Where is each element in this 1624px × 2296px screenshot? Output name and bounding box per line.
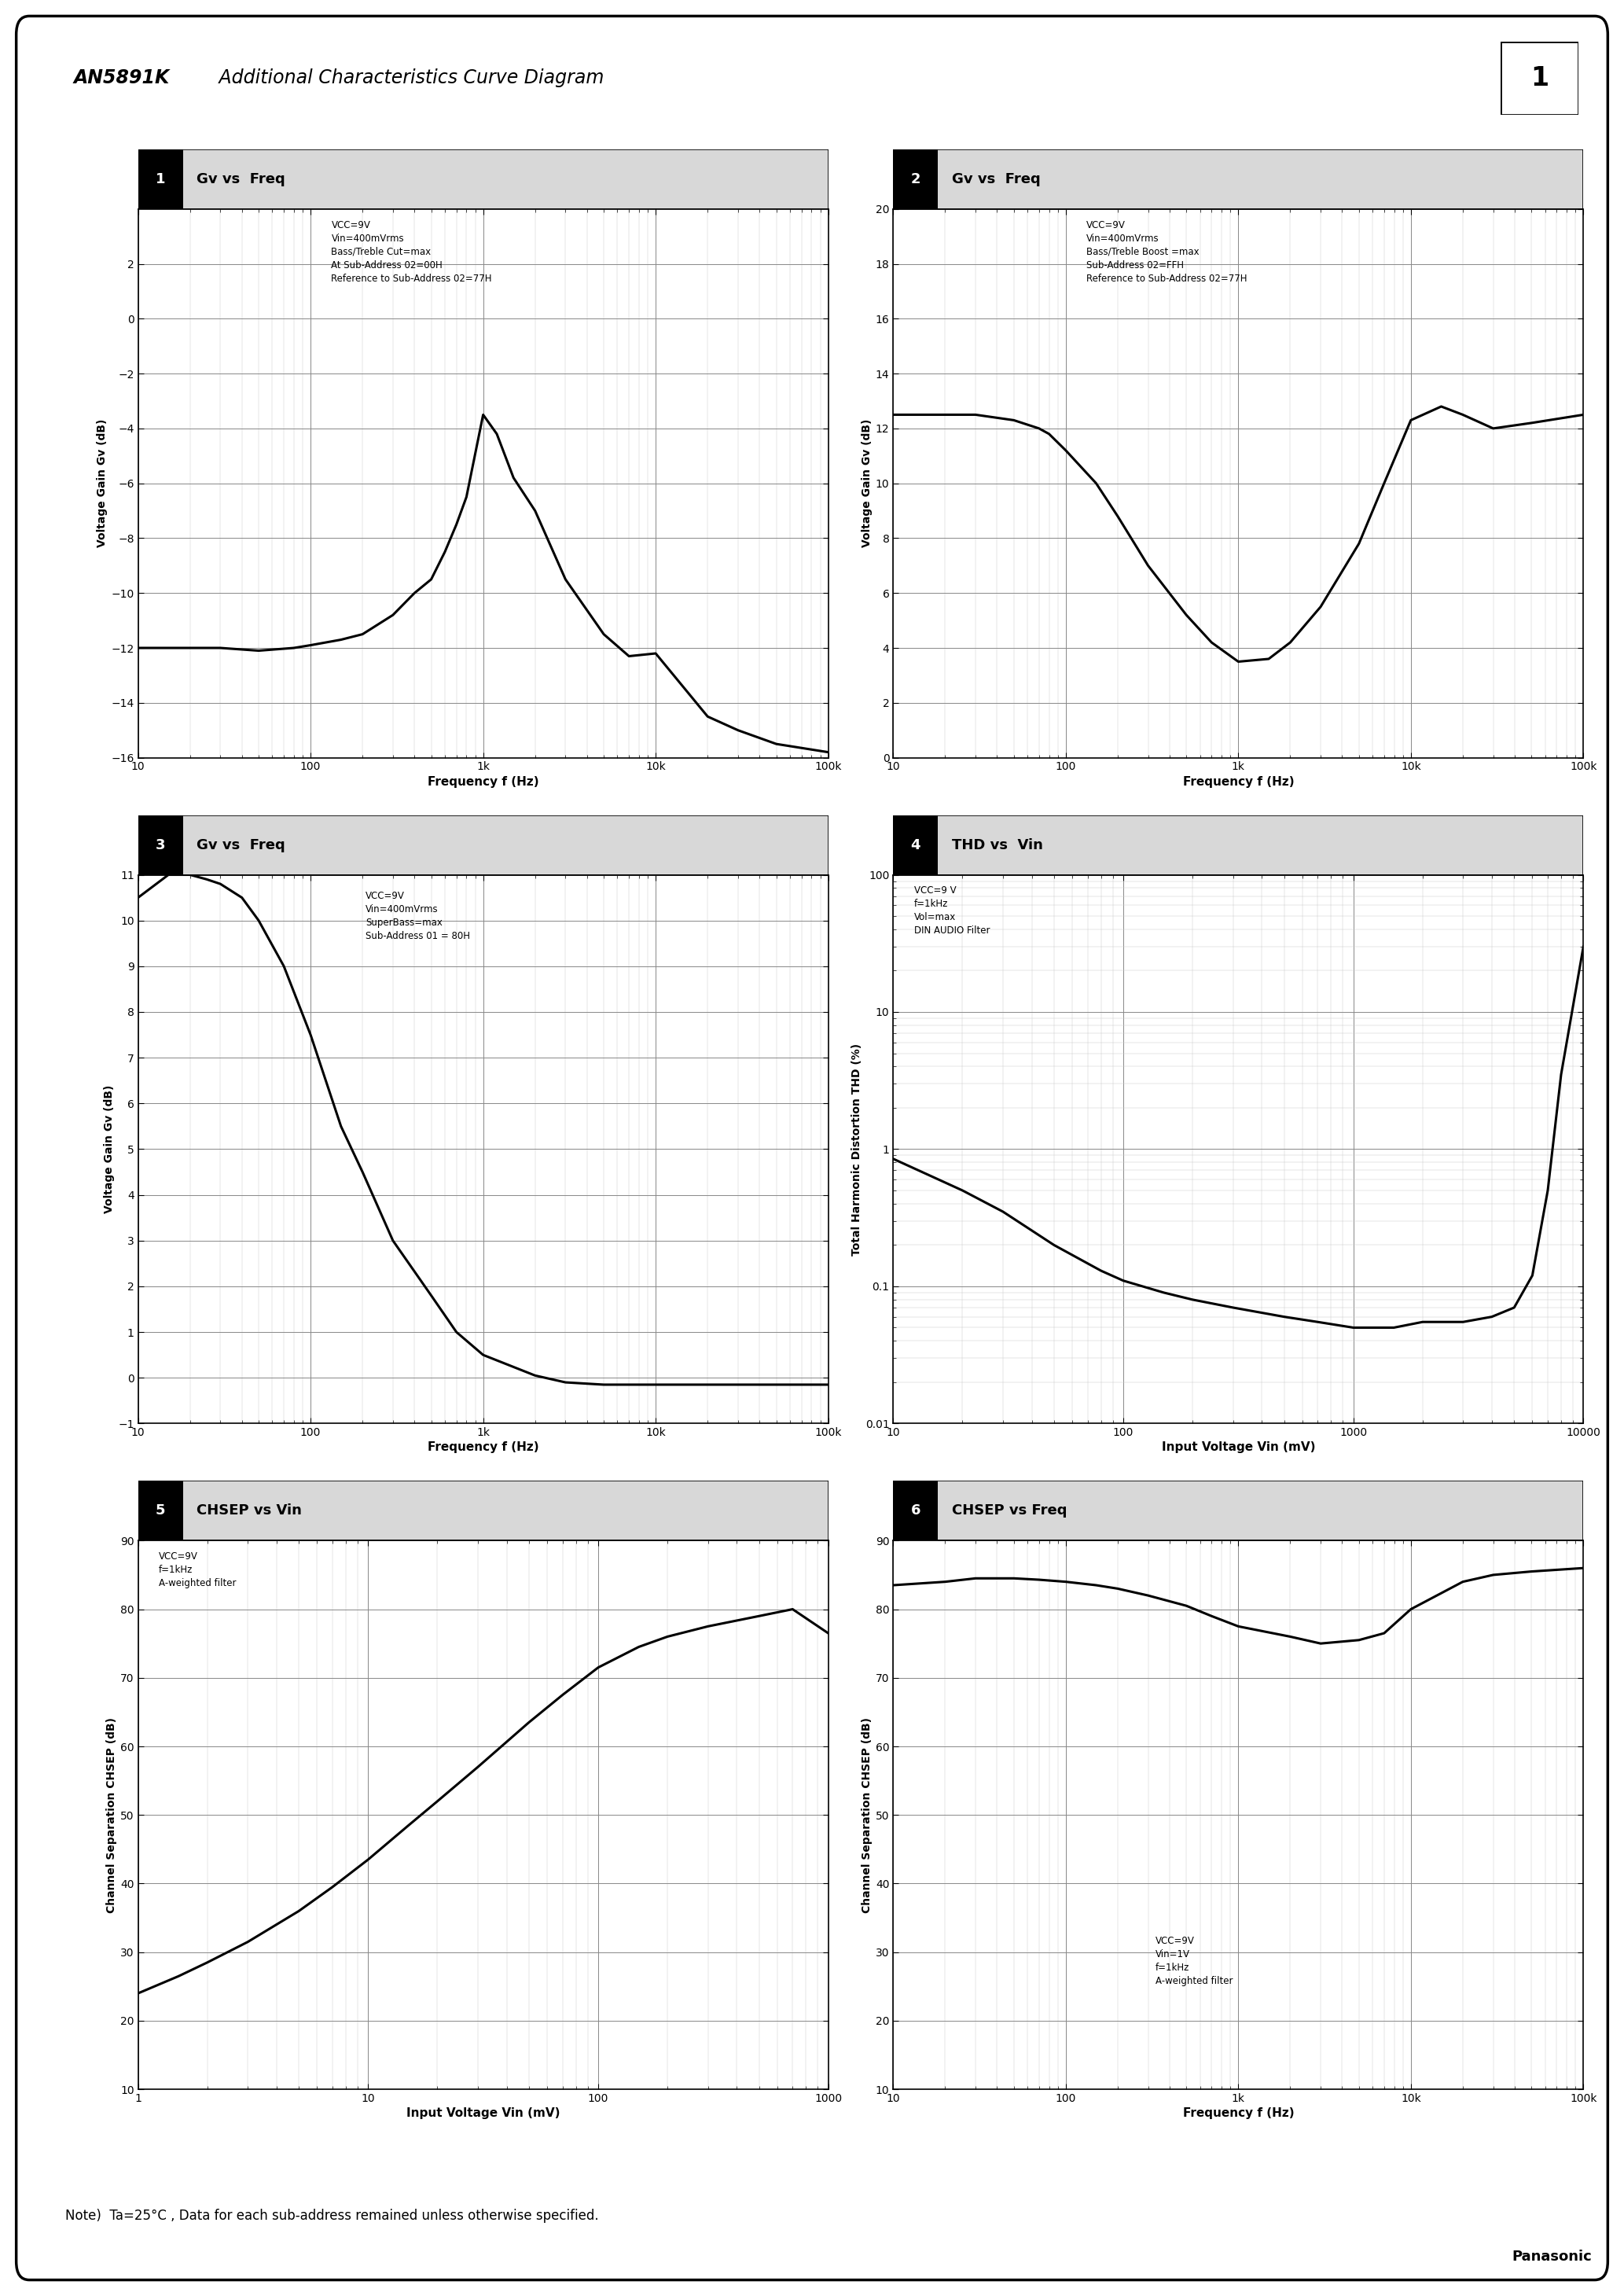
Bar [138,815,184,875]
Text: VCC=9 V
f=1kHz
Vol=max
DIN AUDIO Filter: VCC=9 V f=1kHz Vol=max DIN AUDIO Filter [914,886,989,937]
Y-axis label: Voltage Gain Gv (dB): Voltage Gain Gv (dB) [97,420,107,546]
Text: VCC=9V
Vin=400mVrms
SuperBass=max
Sub-Address 01 = 80H: VCC=9V Vin=400mVrms SuperBass=max Sub-Ad… [365,891,471,941]
Bar [138,1481,184,1541]
Text: 2: 2 [911,172,921,186]
Text: 1: 1 [1530,64,1549,92]
Text: Gv vs  Freq: Gv vs Freq [952,172,1041,186]
FancyBboxPatch shape [23,39,935,117]
Y-axis label: Channel Separation CHSEP (dB): Channel Separation CHSEP (dB) [106,1717,117,1913]
Text: 1: 1 [156,172,166,186]
X-axis label: Input Voltage Vin (mV): Input Voltage Vin (mV) [1161,1442,1315,1453]
Y-axis label: Channel Separation CHSEP (dB): Channel Separation CHSEP (dB) [861,1717,872,1913]
Text: VCC=9V
Vin=1V
f=1kHz
A-weighted filter: VCC=9V Vin=1V f=1kHz A-weighted filter [1156,1936,1233,1986]
Text: 3: 3 [156,838,166,852]
Text: Note)  Ta=25°C , Data for each sub-address remained unless otherwise specified.: Note) Ta=25°C , Data for each sub-addres… [65,2209,598,2223]
X-axis label: Frequency f (Hz): Frequency f (Hz) [427,1442,539,1453]
Bar [893,149,939,209]
Y-axis label: Voltage Gain Gv (dB): Voltage Gain Gv (dB) [104,1086,115,1212]
Y-axis label: Voltage Gain Gv (dB): Voltage Gain Gv (dB) [861,420,872,546]
Bar [893,1481,939,1541]
Text: Panasonic: Panasonic [1512,2250,1592,2264]
Text: VCC=9V
Vin=400mVrms
Bass/Treble Boost =max
Sub-Address 02=FFH
Reference to Sub-A: VCC=9V Vin=400mVrms Bass/Treble Boost =m… [1086,220,1247,285]
X-axis label: Frequency f (Hz): Frequency f (Hz) [427,776,539,788]
Text: THD vs  Vin: THD vs Vin [952,838,1043,852]
Text: Gv vs  Freq: Gv vs Freq [197,172,286,186]
Bar [138,149,184,209]
Y-axis label: Total Harmonic Distortion THD (%): Total Harmonic Distortion THD (%) [851,1042,862,1256]
Text: CHSEP vs Vin: CHSEP vs Vin [197,1504,302,1518]
Text: VCC=9V
Vin=400mVrms
Bass/Treble Cut=max
At Sub-Address 02=00H
Reference to Sub-A: VCC=9V Vin=400mVrms Bass/Treble Cut=max … [331,220,492,285]
X-axis label: Frequency f (Hz): Frequency f (Hz) [1182,776,1294,788]
Text: Additional Characteristics Curve Diagram: Additional Characteristics Curve Diagram [213,69,604,87]
Text: Gv vs  Freq: Gv vs Freq [197,838,286,852]
X-axis label: Input Voltage Vin (mV): Input Voltage Vin (mV) [406,2108,560,2119]
Text: AN5891K: AN5891K [73,69,171,87]
Bar [893,815,939,875]
Text: 5: 5 [156,1504,166,1518]
Text: VCC=9V
f=1kHz
A-weighted filter: VCC=9V f=1kHz A-weighted filter [159,1552,235,1589]
X-axis label: Frequency f (Hz): Frequency f (Hz) [1182,2108,1294,2119]
Text: 6: 6 [911,1504,921,1518]
Text: CHSEP vs Freq: CHSEP vs Freq [952,1504,1067,1518]
Text: 4: 4 [911,838,921,852]
